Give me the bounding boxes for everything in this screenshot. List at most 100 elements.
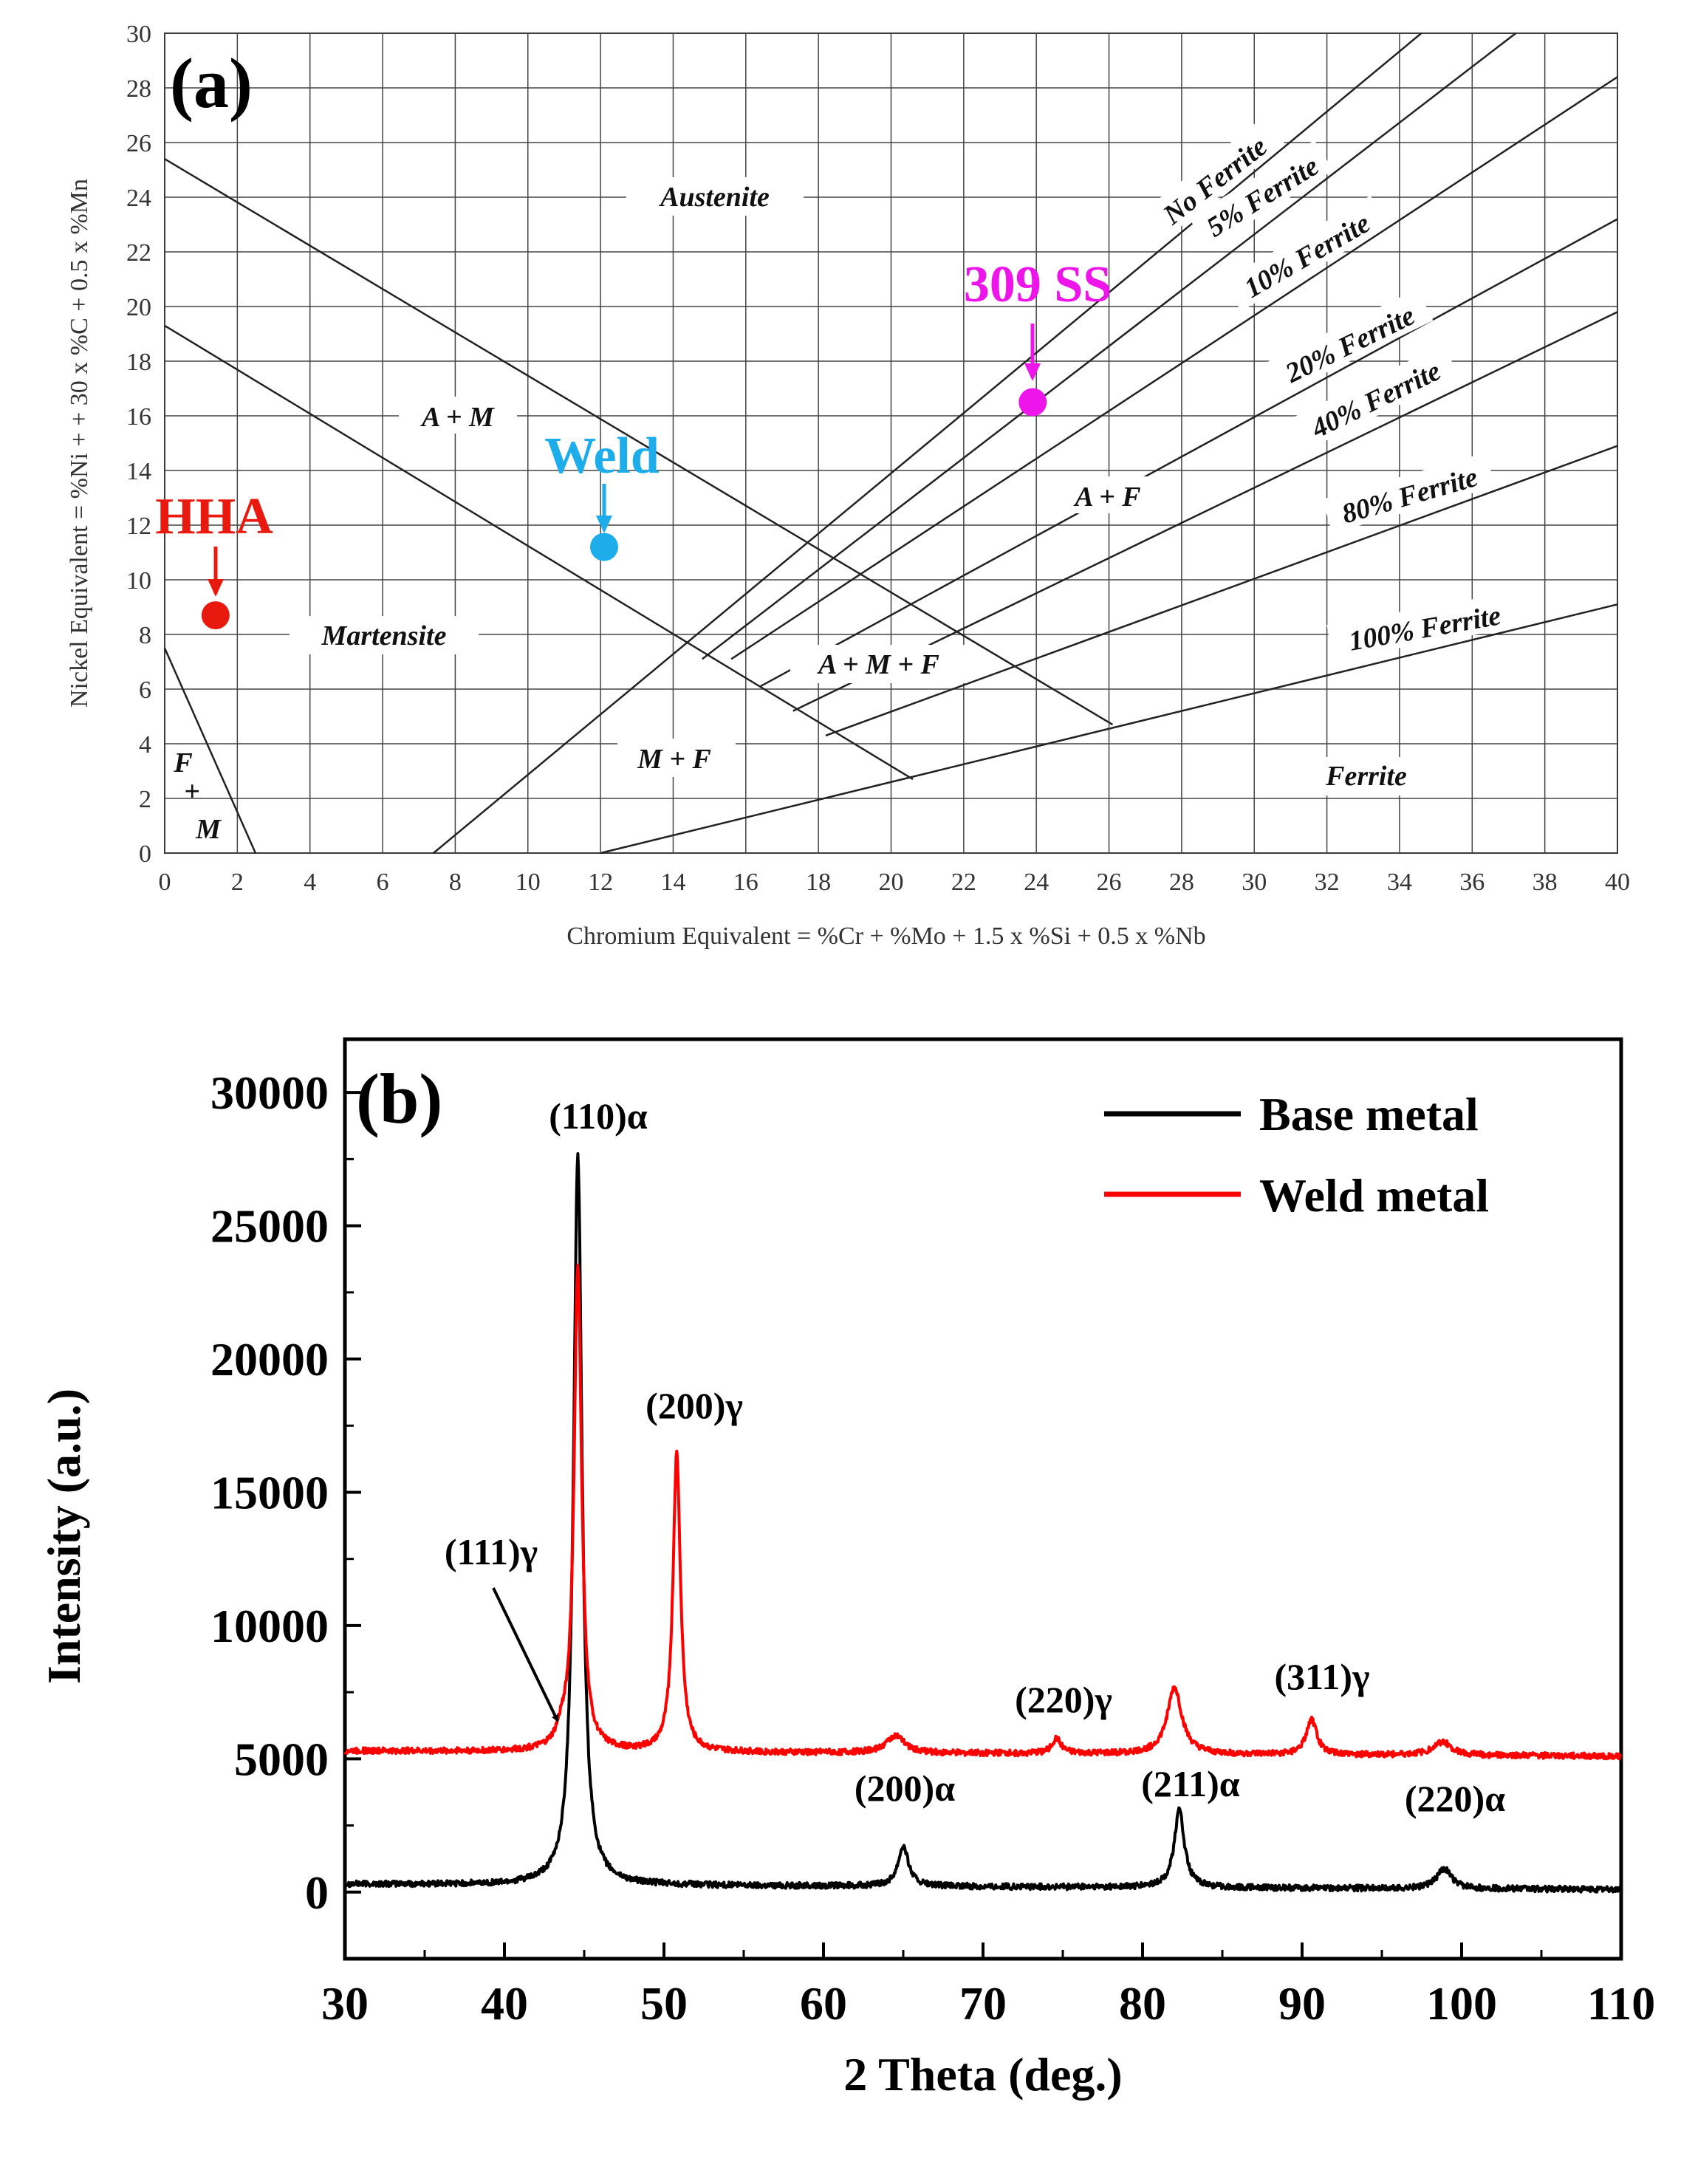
legend-weld-label: Weld metal — [1259, 1169, 1489, 1222]
x-tick-label: 36 — [1459, 869, 1485, 896]
x-tick-label: 34 — [1387, 869, 1412, 896]
peak-200-gamma: (200)γ — [646, 1385, 743, 1426]
y-tick-label: 30000 — [210, 1067, 329, 1119]
y-tick-label: 6 — [139, 677, 151, 704]
boundary-line-5-ferrite — [702, 32, 1517, 660]
point-309-ss — [1018, 388, 1047, 417]
y-tick-label: 10000 — [210, 1600, 329, 1652]
x-tick-label: 30 — [1242, 869, 1267, 896]
peak-110-alpha: (110)α — [549, 1095, 648, 1137]
x-tick-label: 6 — [377, 869, 389, 896]
region-f: F — [173, 747, 192, 778]
y-tick-label: 20000 — [210, 1333, 329, 1386]
y-tick-label: 14 — [126, 458, 151, 485]
peak-220-gamma: (220)γ — [1015, 1679, 1112, 1720]
x-tick-label: 14 — [660, 869, 685, 896]
x-tick-label: 12 — [588, 869, 613, 896]
x-tick-label: 50 — [640, 1977, 688, 2030]
x-tick-label: 32 — [1315, 869, 1340, 896]
region-ferrite: Ferrite — [1325, 761, 1407, 792]
panel-b-label: (b) — [356, 1059, 442, 1138]
y-tick-label: 2 — [139, 786, 151, 813]
y-tick-label: 18 — [126, 349, 151, 376]
panel-a-label: (a) — [170, 44, 253, 123]
x-tick-label: 38 — [1533, 869, 1558, 896]
panel-a-xlabel: Chromium Equivalent = %Cr + %Mo + 1.5 x … — [566, 922, 1205, 950]
y-tick-label: 25000 — [210, 1200, 329, 1253]
x-tick-label: 60 — [800, 1977, 847, 2030]
point-hha — [201, 601, 230, 630]
boundary-line-20-ferrite — [759, 218, 1618, 688]
region-martensite: Martensite — [321, 620, 447, 651]
x-tick-label: 100 — [1426, 1977, 1497, 2030]
x-tick-label: 20 — [879, 869, 904, 896]
panel-a-x-ticks: 0 2 4 6 8 10 12 14 16 18 20 22 24 26 28 30 32 34 36 38 40 — [159, 869, 1631, 896]
x-tick-label: 10 — [516, 869, 541, 896]
x-tick-label: 8 — [449, 869, 462, 896]
label-weld: Weld — [544, 428, 660, 485]
y-tick-label: 26 — [126, 130, 151, 157]
boundary-line-10-ferrite — [730, 76, 1618, 660]
y-tick-label: 28 — [126, 75, 151, 103]
panel-b-x-ticks: 30 40 50 60 70 80 90 100 110 — [321, 1942, 1655, 2030]
region-a-m: A + M — [420, 402, 495, 433]
x-tick-label: 70 — [959, 1977, 1007, 2030]
peak-211-alpha: (211)α — [1141, 1763, 1240, 1804]
panel-b-ylabel: Intensity (a.u.) — [38, 1389, 90, 1684]
x-tick-label: 0 — [159, 869, 171, 896]
legend-base-label: Base metal — [1259, 1088, 1479, 1140]
x-tick-label: 110 — [1587, 1977, 1655, 2030]
boundary-line-no-ferrite — [433, 32, 1422, 854]
x-tick-label: 40 — [481, 1977, 528, 2030]
y-tick-label: 20 — [126, 294, 151, 321]
panel-b-y-ticks: 0 5000 10000 15000 20000 25000 30000 — [210, 1067, 361, 1919]
peak-111-gamma-arrow — [492, 1587, 559, 1722]
x-tick-label: 24 — [1024, 869, 1049, 896]
x-tick-label: 90 — [1278, 1977, 1326, 2030]
y-tick-label: 4 — [139, 731, 151, 759]
panel-a-ylabel: Nickel Equivalent = %Ni + + 30 x %C + 0.… — [66, 179, 93, 708]
series-base-metal — [343, 1152, 1623, 1894]
panel-b-xlabel: 2 Theta (deg.) — [843, 2048, 1122, 2101]
x-tick-label: 4 — [304, 869, 316, 896]
x-tick-label: 30 — [321, 1977, 369, 2030]
region-a-f: A + F — [1073, 482, 1140, 513]
region-m: M — [195, 814, 222, 845]
peak-200-alpha: (200)α — [855, 1767, 955, 1809]
boundary-line-40-ferrite — [792, 311, 1618, 712]
y-tick-label: 24 — [126, 185, 151, 212]
x-tick-label: 40 — [1605, 869, 1630, 896]
x-tick-label: 2 — [231, 869, 244, 896]
schaeffler-diagram: 0 2 4 6 8 10 12 14 16 18 20 22 24 26 28 30 32 34 36 38 40 02… — [66, 21, 1630, 950]
y-tick-label: 5000 — [234, 1733, 329, 1785]
panel-a-points — [201, 388, 1047, 630]
region-plus: + — [184, 776, 200, 807]
y-tick-label: 16 — [126, 403, 151, 431]
x-tick-label: 28 — [1169, 869, 1194, 896]
label-hha: HHA — [155, 488, 273, 545]
xrd-chart: 30 40 50 60 70 80 90 100 110 0 5000 10000 15000 2000… — [38, 1037, 1655, 2101]
y-tick-label: 12 — [126, 513, 151, 540]
panel-a-grid — [164, 32, 1618, 854]
label-309ss: 309 SS — [964, 256, 1112, 313]
x-tick-label: 80 — [1119, 1977, 1166, 2030]
region-a-m-f: A + M + F — [817, 649, 939, 680]
peak-220-alpha: (220)α — [1405, 1778, 1505, 1819]
boundary-line-80-ferrite — [825, 445, 1618, 737]
y-tick-label: 0 — [305, 1866, 329, 1919]
region-austenite: Austenite — [659, 182, 770, 213]
boundary-line-austenite-upper — [164, 158, 1114, 726]
boundary-line-100-ferrite — [600, 603, 1618, 855]
y-tick-label: 22 — [126, 239, 151, 267]
boundary-line-martensite-upper — [164, 324, 914, 781]
y-tick-label: 8 — [139, 622, 151, 649]
x-tick-label: 16 — [733, 869, 759, 896]
peak-111-gamma: (111)γ — [445, 1531, 538, 1572]
peak-311-gamma: (311)γ — [1275, 1656, 1370, 1697]
x-tick-label: 26 — [1097, 869, 1122, 896]
panel-a-boundary-lines — [163, 32, 1618, 855]
y-tick-label: 10 — [126, 567, 151, 595]
y-tick-label: 15000 — [210, 1466, 329, 1519]
